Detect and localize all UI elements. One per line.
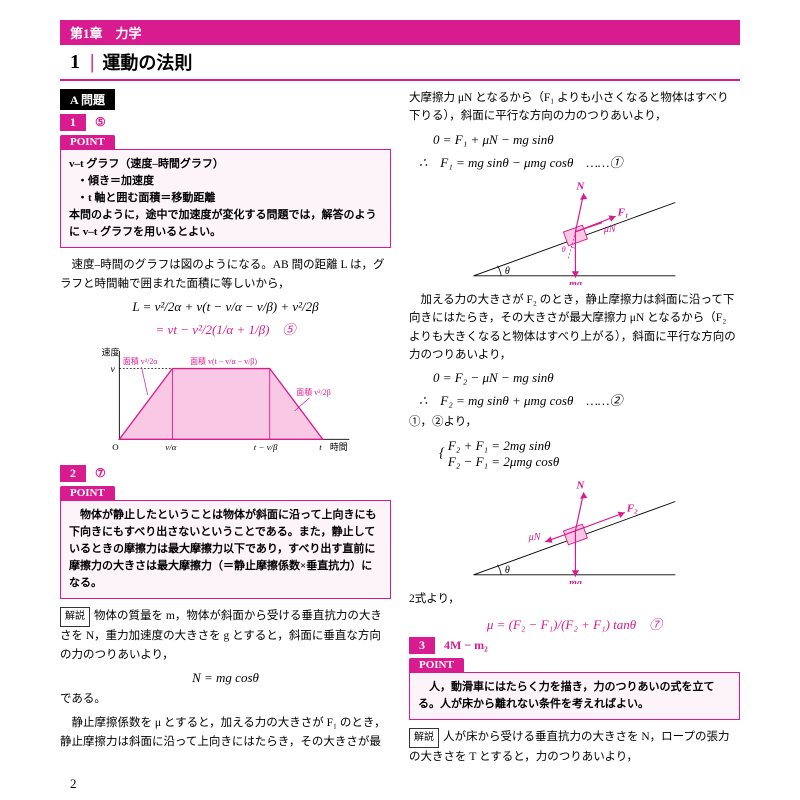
kaisetsu-label-2: 解説 [409,728,439,748]
point1-line1: v–t グラフ（速度–時間グラフ） [69,156,382,173]
point-box-1: v–t グラフ（速度–時間グラフ） ・傾き＝加速度 ・t 軸と囲む面積＝移動距離… [60,149,391,248]
svg-text:F₂: F₂ [626,502,638,514]
svg-text:t: t [319,442,322,452]
point-label-3: POINT [409,658,464,672]
svg-text:v/α: v/α [165,442,176,452]
r-body4: 2式より， [409,590,740,608]
svg-text:O: O [112,442,119,452]
r-body3: ①，②より， [409,413,740,431]
svg-text:μN: μN [528,532,542,543]
q2-body2: である。 [60,690,391,708]
r-formula4: ∴ F₂ = mg sinθ + μmg cosθ ……② [409,390,740,409]
svg-text:面積 v²/2β: 面積 v²/2β [296,387,331,397]
question-3-number: 3 [409,637,435,654]
section-number: 1 [70,51,80,74]
section-name: 運動の法則 [102,49,192,75]
point-box-3: 人，動滑車にはたらく力を描き，力のつりあいの式を立てる。人が床から離れない条件を… [409,672,740,720]
vt-graph: 速度 時間 v O v/α t − v/β t 面積 v²/2α 面積 v(t … [60,342,391,457]
point1-line4: 本問のように，途中で加速度が変化する問題では，解答のように v–t グラフを用い… [69,207,382,241]
r-formula5-6: { F₂ + F₁ = 2mg sinθ F₂ − F₁ = 2μmg cosθ [409,438,740,470]
svg-text:μN: μN [603,224,617,235]
svg-text:v: v [111,364,116,375]
svg-text:θ: θ [562,245,566,254]
point-label-2: POINT [60,486,115,500]
point1-line2: ・傾き＝加速度 [77,173,382,190]
svg-text:N: N [575,180,585,192]
point-label-1: POINT [60,135,115,149]
q1-formula1: L = v²/2α + v(t − v/α − v/β) + v²/2β [60,299,391,315]
r-body2: 加える力の大きさが F₂ のとき，静止摩擦力は斜面に沿って下向きにはたらき，その… [409,291,740,365]
two-column-layout: A 問題 1 ⑤ POINT v–t グラフ（速度–時間グラフ） ・傾き＝加速度… [60,89,740,773]
svg-text:t − v/β: t − v/β [254,442,278,452]
incline-diagram-1: θ N F₁ μN mg θ [409,175,740,285]
svg-text:面積 v(t − v/α − v/β): 面積 v(t − v/α − v/β) [190,356,257,366]
section-divider: | [90,51,94,74]
r-body1: 大摩擦力 μN となるから（F₁ よりも小さくなると物体はすべり下りる），斜面に… [409,89,740,126]
question-3-answer: 4M − m₂ [444,638,488,652]
q2-formula1: N = mg cosθ [60,670,391,686]
svg-text:mg: mg [569,279,582,285]
kaisetsu-label: 解説 [60,607,90,627]
incline-diagram-2: θ N F₂ μN mg [409,474,740,584]
question-2-number: 2 [60,465,86,482]
question-2-answer: ⑦ [95,466,106,480]
svg-text:θ: θ [505,266,510,277]
r-formula3: 0 = F₂ − μN − mg sinθ [409,370,740,386]
svg-text:N: N [575,479,585,491]
svg-text:面積 v²/2α: 面積 v²/2α [123,356,158,366]
svg-text:F₁: F₁ [617,206,629,218]
point1-line3: ・t 軸と囲む面積＝移動距離 [77,190,382,207]
r-formula1: 0 = F₁ + μN − mg sinθ [409,132,740,148]
chapter-bar: 第1章 力学 [60,20,740,45]
page-number: 2 [70,776,77,792]
r-formula2: ∴ F₁ = mg sinθ − μmg cosθ ……① [409,152,740,171]
right-column: 大摩擦力 μN となるから（F₁ よりも小さくなると物体はすべり下りる），斜面に… [409,89,740,773]
svg-text:θ: θ [505,565,510,576]
svg-text:時間: 時間 [330,442,348,452]
q1-formula2: = vt − v²/2(1/α + 1/β) ⑤ [60,319,391,338]
problem-set-label: A 問題 [60,89,115,110]
question-1-number: 1 [60,114,86,131]
svg-text:mg: mg [569,578,582,584]
point-box-2: 物体が静止したということは物体が斜面に沿って上向きにも下向きにもすべり出さないと… [60,500,391,599]
q3-body1: 解説人が床から受ける垂直抗力の大きさを N，ロープの張力の大きさを T とすると… [409,728,740,766]
question-1-answer: ⑤ [95,115,106,129]
svg-text:速度: 速度 [102,346,120,357]
section-title: 1 | 運動の法則 [60,45,740,81]
r-formula7: μ = (F₂ − F₁)/(F₂ + F₁) tanθ ⑦ [409,614,740,633]
q2-body3: 静止摩擦係数を μ とすると，加える力の大きさが F₁ のとき，静止摩擦力は斜面… [60,714,391,751]
left-column: A 問題 1 ⑤ POINT v–t グラフ（速度–時間グラフ） ・傾き＝加速度… [60,89,391,773]
q1-body1: 速度–時間のグラフは図のようになる。AB 間の距離 L は，グラフと時間軸で囲ま… [60,256,391,293]
q2-body1: 解説物体の質量を m，物体が斜面から受ける垂直抗力の大きさを N，重力加速度の大… [60,607,391,664]
